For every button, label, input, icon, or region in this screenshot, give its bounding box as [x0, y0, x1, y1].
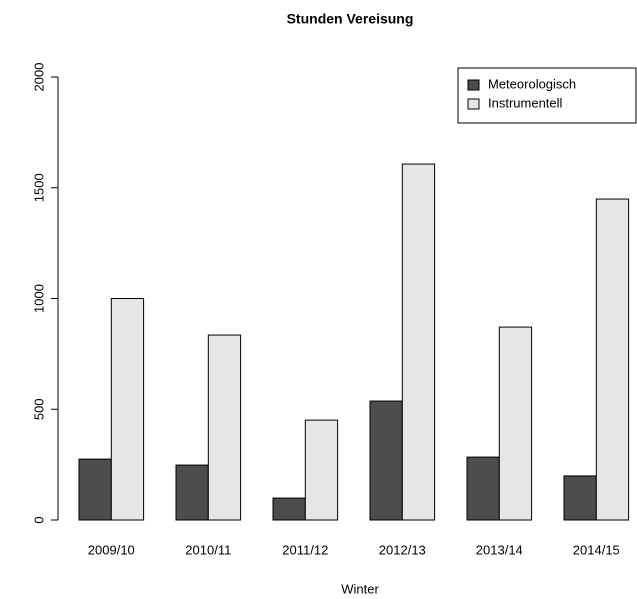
y-tick-label: 500	[31, 398, 46, 420]
x-axis-label: Winter	[341, 581, 379, 596]
legend-swatch	[467, 98, 480, 110]
bar	[304, 419, 339, 521]
legend-swatch	[467, 79, 480, 91]
bar	[401, 163, 436, 521]
x-tick-label: 2014/15	[573, 542, 620, 557]
y-tick-label: 2000	[31, 63, 46, 92]
bar	[110, 298, 145, 521]
y-tick-label: 1500	[31, 173, 46, 202]
bar	[207, 334, 242, 521]
bar	[78, 458, 112, 521]
legend-box	[457, 67, 637, 124]
bar	[175, 464, 209, 521]
legend-label: Instrumentell	[488, 95, 563, 110]
legend-label: Meteorologisch	[488, 76, 576, 91]
bar	[595, 198, 630, 521]
x-tick-label: 2012/13	[379, 542, 426, 557]
x-tick-label: 2010/11	[185, 542, 231, 557]
x-tick-label: 2011/12	[282, 542, 328, 557]
y-tick-label: 1000	[31, 284, 46, 313]
bar	[498, 326, 533, 521]
bar	[563, 475, 597, 521]
y-tick-label: 0	[31, 516, 46, 523]
x-tick-label: 2009/10	[88, 542, 135, 557]
bar	[272, 497, 306, 521]
chart-title: Stunden Vereisung	[287, 11, 414, 27]
bar	[369, 400, 403, 521]
x-tick-label: 2013/14	[476, 542, 523, 557]
bar	[466, 456, 500, 521]
